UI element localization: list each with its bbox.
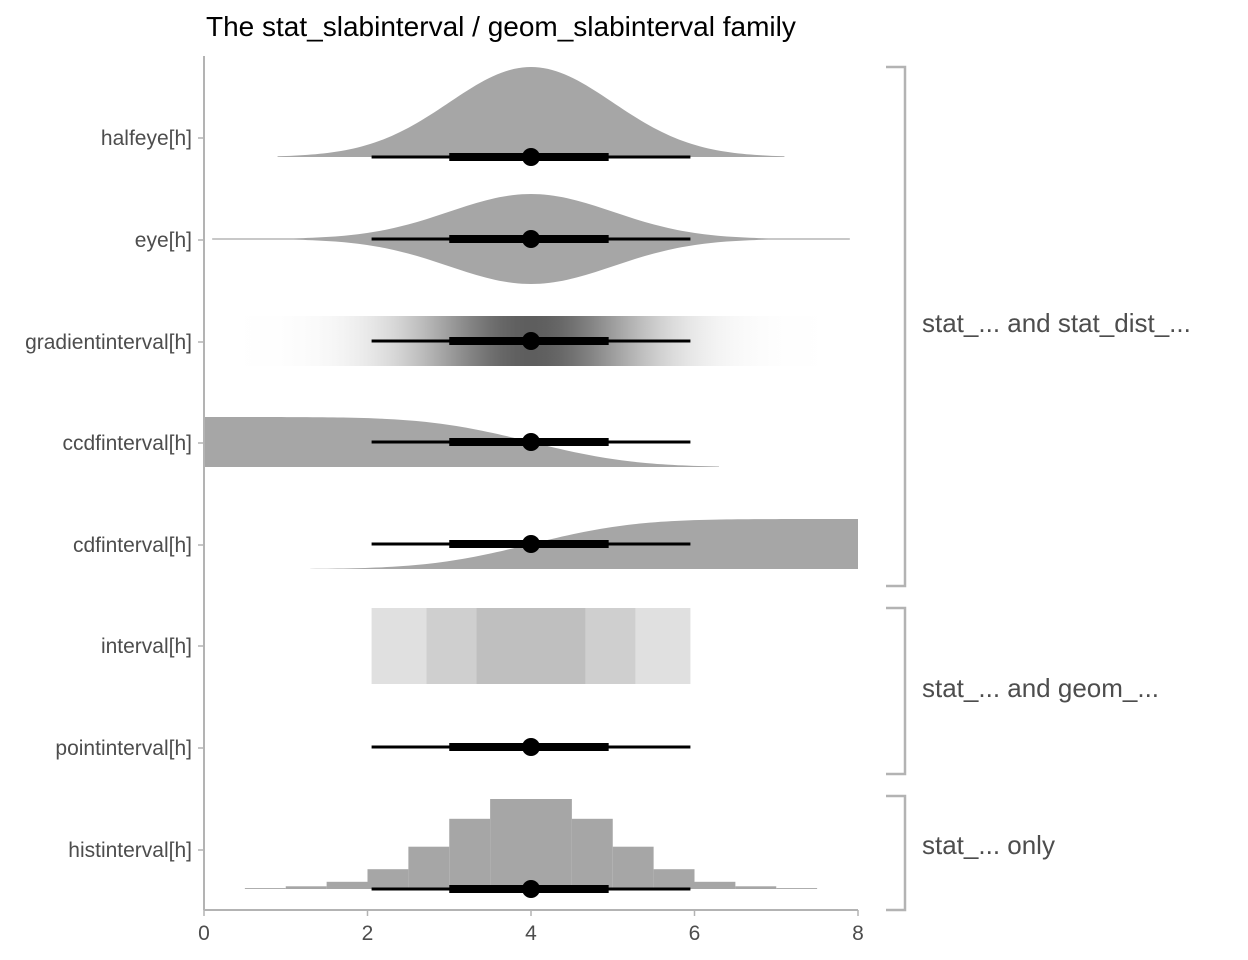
y-tick-label: gradientinterval[h] bbox=[25, 331, 192, 354]
point-estimate bbox=[522, 738, 540, 756]
point-estimate bbox=[522, 148, 540, 166]
histogram-bar bbox=[408, 846, 450, 889]
point-estimate bbox=[522, 230, 540, 248]
y-tick-label: eye[h] bbox=[135, 229, 192, 252]
x-tick-label: 6 bbox=[689, 922, 701, 945]
point-estimate bbox=[522, 880, 540, 898]
y-tick-label: pointinterval[h] bbox=[55, 737, 192, 760]
point-estimate bbox=[522, 433, 540, 451]
histogram-bar bbox=[285, 886, 327, 889]
x-tick-label: 2 bbox=[362, 922, 374, 945]
group-brackets: stat_... and stat_dist_... stat_... and g… bbox=[886, 65, 1191, 912]
y-tick-label: ccdfinterval[h] bbox=[62, 432, 192, 455]
point-estimate bbox=[522, 535, 540, 553]
interval-band bbox=[371, 608, 427, 684]
interval-band bbox=[585, 608, 636, 684]
histogram-bar bbox=[449, 818, 491, 889]
histogram-bar bbox=[653, 869, 695, 889]
group-label: stat_... and stat_dist_... bbox=[922, 308, 1191, 338]
histogram-bar bbox=[612, 846, 654, 889]
x-tick-label: 4 bbox=[525, 922, 537, 945]
histogram-bar bbox=[531, 799, 572, 889]
histogram-bar bbox=[776, 888, 818, 889]
y-tick-label: halfeye[h] bbox=[101, 127, 192, 150]
histogram-bar bbox=[244, 888, 286, 889]
slabs-layer bbox=[204, 67, 858, 889]
histogram-bar bbox=[694, 881, 736, 889]
intervals-layer bbox=[371, 148, 691, 898]
y-tick-label: cdfinterval[h] bbox=[73, 534, 192, 557]
x-tick-label: 0 bbox=[198, 922, 210, 945]
group-label: stat_... and geom_... bbox=[922, 673, 1159, 703]
histogram-bar bbox=[326, 881, 368, 889]
histogram-bar bbox=[367, 869, 409, 889]
interval-band bbox=[635, 608, 691, 684]
y-tick-label: interval[h] bbox=[101, 635, 192, 658]
group-bracket bbox=[886, 65, 907, 588]
point-estimate bbox=[522, 332, 540, 350]
histogram-bar bbox=[490, 799, 531, 889]
interval-band bbox=[476, 608, 586, 684]
slab-halfeye bbox=[277, 67, 785, 157]
interval-band bbox=[426, 608, 477, 684]
histogram-bar bbox=[571, 818, 613, 889]
group-bracket bbox=[886, 606, 907, 776]
x-tick-label: 8 bbox=[852, 922, 864, 945]
group-bracket bbox=[886, 794, 907, 912]
y-tick-label: histinterval[h] bbox=[68, 839, 192, 862]
group-label: stat_... only bbox=[922, 830, 1055, 860]
chart-title: The stat_slabinterval / geom_slabinterva… bbox=[206, 11, 796, 42]
axes-layer: halfeye[h] eye[h] gradientinterval[h] ccdfi… bbox=[25, 56, 864, 945]
histogram-bar bbox=[735, 886, 777, 889]
